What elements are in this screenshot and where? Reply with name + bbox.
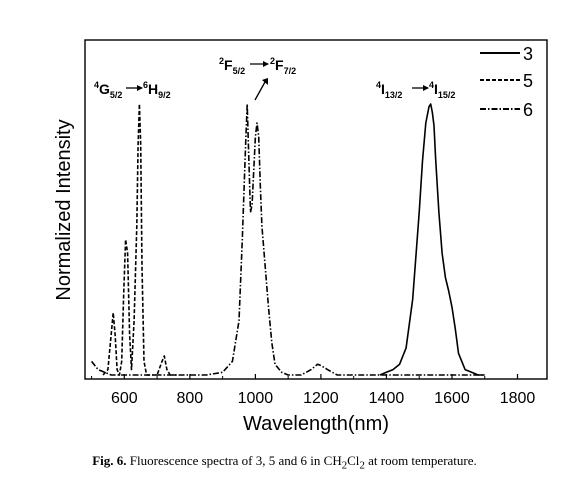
legend: 3 5 6: [480, 44, 533, 120]
caption-sub-2: 2: [359, 459, 365, 472]
annotation-2-sub2: 7/2: [284, 66, 297, 76]
annotation-1-sup1: 4: [94, 80, 99, 90]
legend-label-3: 3: [523, 44, 533, 64]
annotation-f-to-f: 2F5/2 2F7/2: [219, 56, 296, 101]
annotation-2-sup1: 2: [219, 56, 224, 66]
svg-text:4I13/2: 4I13/2: [376, 80, 402, 100]
caption-text-end: at room temperature.: [364, 453, 477, 468]
annotation-3-sup2: 4: [429, 80, 434, 90]
caption-sub-1: 2: [341, 459, 348, 472]
x-axis-ticks: 600 800 1000 1200 1400 1600 1800: [91, 374, 536, 407]
x-tick-label: 1400: [369, 390, 405, 407]
annotation-1-base1: G: [99, 81, 110, 97]
legend-entry-5: 5: [480, 71, 533, 91]
x-tick-label: 1200: [303, 390, 339, 407]
annotation-1-sub1: 5/2: [110, 90, 123, 100]
annotation-3-sub1: 13/2: [385, 90, 403, 100]
legend-label-5: 5: [523, 71, 533, 91]
annotation-pointer-arrow: [254, 81, 266, 101]
annotation-i-to-i: 4I13/2 4I15/2: [376, 80, 455, 100]
x-tick-label: 800: [176, 390, 203, 407]
series-line-5: [102, 103, 177, 376]
series-line-6: [90, 103, 485, 376]
svg-text:4G5/2: 4G5/2: [94, 80, 122, 100]
annotation-3-base2: I: [434, 81, 438, 97]
x-tick-label: 1800: [500, 390, 536, 407]
svg-text:4I15/2: 4I15/2: [429, 80, 455, 100]
figure-caption: Fig. 6. Fluorescence spectra of 3, 5 and…: [0, 453, 569, 472]
caption-text: Fluorescence spectra of 3, 5 and 6 in CH: [129, 453, 342, 468]
legend-label-6: 6: [523, 100, 533, 120]
annotation-3-base1: I: [381, 81, 385, 97]
series-line-3: [379, 103, 485, 376]
caption-label: Fig. 6.: [92, 453, 127, 468]
annotation-2-base1: F: [224, 57, 233, 73]
annotation-1-sub2: 9/2: [158, 90, 171, 100]
series-layer: [90, 103, 485, 376]
x-tick-label: 600: [111, 390, 138, 407]
annotation-1-sup2: 6: [143, 80, 148, 90]
annotation-2-sup2: 2: [270, 56, 275, 66]
annotation-2-sub1: 5/2: [233, 66, 246, 76]
annotation-2-base2: F: [275, 57, 284, 73]
plot-frame: [84, 39, 548, 380]
x-tick-label: 1000: [238, 390, 274, 407]
x-tick-label: 1600: [434, 390, 470, 407]
annotation-3-sub2: 15/2: [438, 90, 456, 100]
annotation-3-sup1: 4: [376, 80, 381, 90]
svg-text:6H9/2: 6H9/2: [143, 80, 171, 100]
annotation-1-base2: H: [148, 81, 158, 97]
legend-entry-3: 3: [480, 44, 533, 64]
annotation-g-to-h: 4G5/2 6H9/2: [94, 80, 171, 100]
caption-formula-mid: Cl: [347, 453, 360, 468]
x-axis-label: Wavelength(nm): [243, 413, 389, 435]
svg-text:2F5/2: 2F5/2: [219, 56, 245, 76]
legend-entry-6: 6: [480, 100, 533, 120]
y-axis-label: Normalized Intensity: [53, 119, 75, 300]
svg-text:2F7/2: 2F7/2: [270, 56, 296, 76]
